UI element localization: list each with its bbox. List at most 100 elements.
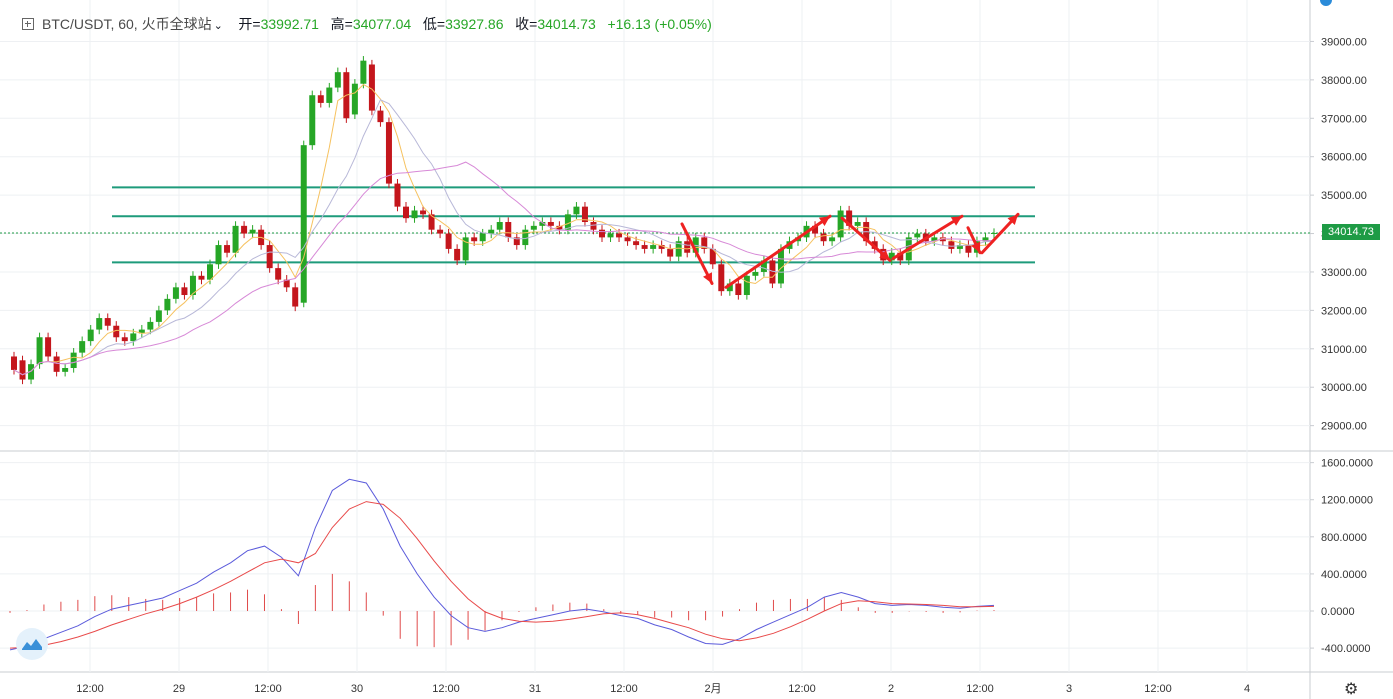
candle-body [351,83,358,115]
price-tick-label: 39000.00 [1321,36,1367,48]
candle-body [982,237,989,242]
price-tick-label: 30000.00 [1321,382,1367,394]
macd-tick-label: 800.0000 [1321,532,1367,544]
symbol-label[interactable]: BTC/USDT, 60, 火币全球站 [42,16,212,32]
time-tick-label: 12:00 [966,683,994,695]
macd-tick-label: 0.0000 [1321,606,1355,618]
annotation-arrow [891,214,964,261]
candle-body [45,337,52,357]
candle-body [658,245,665,249]
candle-body [79,341,86,353]
candle-body [760,260,767,272]
last-price-tag: 34014.73 [1322,224,1380,240]
candle-body [87,329,94,342]
candle-body [675,241,682,257]
macd-tick-label: 1200.0000 [1321,495,1373,507]
candle-body [292,287,299,307]
candle-body [394,183,401,207]
expand-icon[interactable] [22,18,34,30]
candle-body [207,264,213,280]
candle-body [428,214,435,230]
candle-body [326,87,333,103]
candle-body [769,260,776,284]
candle-body [334,72,341,88]
price-tick-label: 29000.00 [1321,421,1367,433]
chevron-down-icon[interactable]: ⌄ [213,20,223,32]
annotation-arrowhead [879,250,890,261]
candle-body [147,321,154,330]
candle-body [854,222,861,226]
candle-body [462,237,469,261]
candle-body [138,329,145,334]
candle-body [28,364,35,380]
time-tick-label: 29 [173,683,185,695]
candle-body [19,360,26,380]
open-value: 33992.71 [260,16,319,32]
candle-body [777,248,784,284]
candle-body [991,232,997,234]
price-tick-label: 37000.00 [1321,113,1367,125]
macd-tick-label: -400.0000 [1321,643,1371,655]
candle-body [564,214,571,230]
candle-body [300,145,307,303]
annotation-arrow [680,222,714,285]
candle-body [513,237,520,246]
candle-body [317,95,324,103]
candle-body [411,210,418,219]
candle-body [96,318,103,330]
candle-body [726,283,733,292]
candle-body [829,237,836,242]
candle-body [488,229,495,234]
candle-body [897,252,904,261]
price-tick-label: 38000.00 [1321,75,1367,87]
candle-body [590,222,597,230]
annotation-arrow [724,214,832,289]
ma-mid-line [13,99,995,376]
price-tick-label: 33000.00 [1321,267,1367,279]
time-tick-label: 30 [351,683,363,695]
annotation-arrow [840,216,892,262]
candle-body [556,225,563,230]
candle-body [846,210,853,226]
candle-body [496,222,503,230]
time-tick-label: 2月 [704,683,721,695]
settings-gear-icon[interactable]: ⚙ [1344,681,1359,698]
candle-body [445,233,452,249]
low-value: 33927.86 [445,16,504,32]
candle-body [70,352,77,369]
status-dot [1320,0,1332,6]
logo-icon[interactable] [16,628,48,660]
candle-body [812,225,819,234]
macd-tick-label: 400.0000 [1321,569,1367,581]
candle-body [266,245,273,269]
candle-body [377,110,384,123]
candle-body [104,318,111,326]
change-value: +16.13 (+0.05%) [607,16,712,32]
candle-body [155,310,162,322]
annotation-arrowhead [1007,214,1018,226]
candle-body [633,241,640,246]
candle-body [505,222,512,238]
candle-body [181,287,188,296]
open-label: 开= [238,16,261,32]
time-tick-label: 12:00 [610,683,638,695]
candle-body [624,237,631,242]
candle-body [385,122,392,184]
candle-body [547,222,554,226]
price-tick-label: 35000.00 [1321,190,1367,202]
candle-body [121,337,128,342]
candle-body [113,325,120,338]
candle-body [701,237,708,249]
candle-body [539,222,546,226]
candle-body [709,248,716,265]
price-tick-label: 32000.00 [1321,305,1367,317]
candle-body [275,268,282,280]
candle-body [420,210,427,215]
price-tick-label: 31000.00 [1321,344,1367,356]
candle-body [718,264,725,292]
candle-body [62,368,69,372]
annotation-arrowhead [703,272,712,284]
candle-body [650,245,657,249]
candle-body [735,283,742,296]
